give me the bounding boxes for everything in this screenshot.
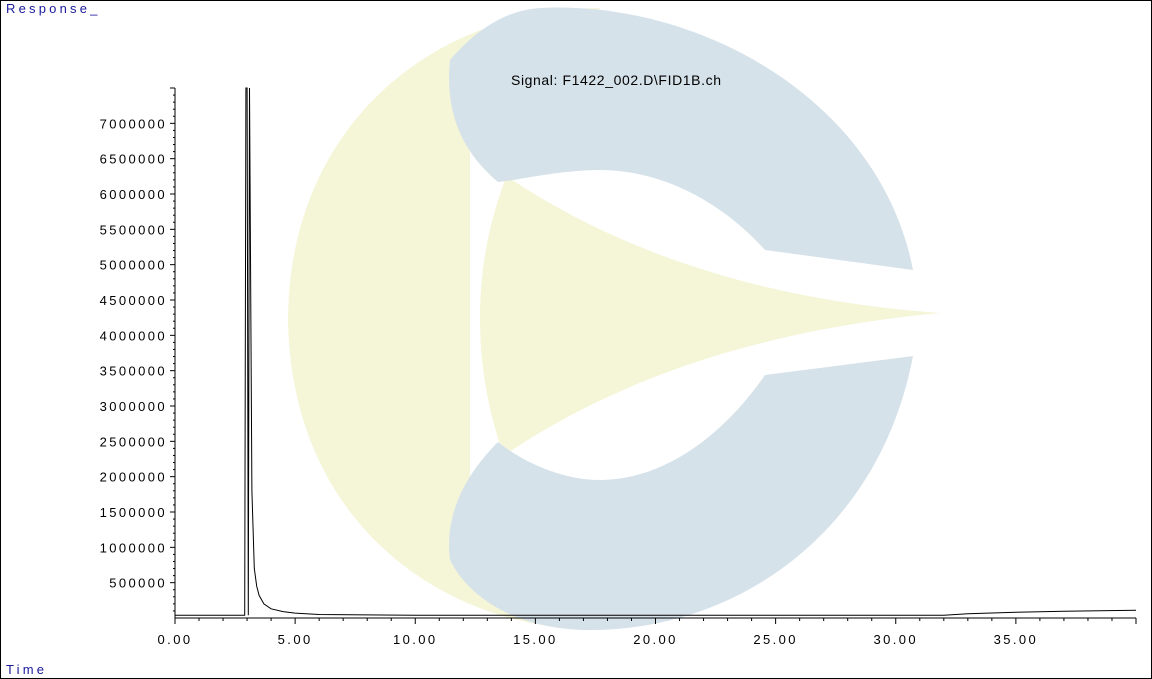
y-tick-label: 5500000 (100, 222, 167, 237)
x-axis-label: Time (6, 662, 48, 677)
y-tick-label: 6000000 (100, 187, 167, 202)
x-tick-label: 5.00 (278, 632, 313, 647)
y-tick-label: 5000000 (100, 258, 167, 273)
y-axis-ticks: 500000 1000000 1500000 2000000 2500000 300000… (100, 116, 167, 591)
series-line-signal (175, 87, 1137, 616)
y-tick-label: 3000000 (100, 399, 167, 414)
axes (170, 87, 1137, 624)
y-axis-label: Response_ (6, 1, 101, 16)
y-tick-label: 2000000 (100, 470, 167, 485)
watermark-logo (288, 7, 940, 631)
y-tick-label: 3500000 (100, 364, 167, 379)
y-tick-label: 1000000 (100, 540, 167, 555)
x-tick-label: 35.00 (994, 632, 1039, 647)
x-tick-label: 15.00 (513, 632, 558, 647)
x-tick-label: 25.00 (753, 632, 798, 647)
x-tick-label: 10.00 (393, 632, 438, 647)
watermark-yellow-shape (288, 8, 940, 630)
x-tick-label: 30.00 (873, 632, 918, 647)
watermark-blue-ring (449, 7, 913, 631)
y-tick-label: 4500000 (100, 293, 167, 308)
y-tick-label: 7000000 (100, 116, 167, 131)
y-tick-label: 4000000 (100, 328, 167, 343)
y-tick-label: 1500000 (100, 505, 167, 520)
chart-title: Signal: F1422_002.D\FID1B.ch (511, 72, 722, 88)
x-tick-label: 20.00 (633, 632, 678, 647)
y-tick-label: 2500000 (100, 434, 167, 449)
x-axis-ticks: 0.00 5.00 10.00 15.00 20.00 25.00 30.00 35.00 (158, 632, 1039, 647)
y-tick-label: 500000 (109, 576, 167, 591)
y-tick-label: 6500000 (100, 152, 167, 167)
x-tick-label: 0.00 (158, 632, 193, 647)
